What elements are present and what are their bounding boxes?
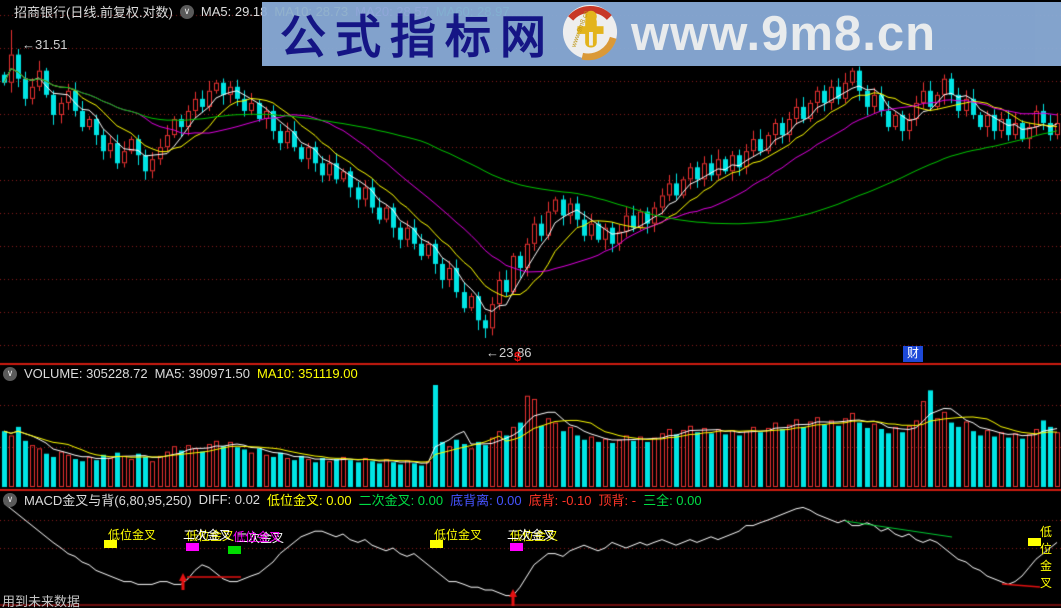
macd-signal-label: 低位金叉 — [108, 528, 157, 542]
low-price-label: ←23.86 — [486, 345, 532, 360]
macd-signal-square — [104, 540, 117, 548]
macd-signal-square — [186, 543, 199, 551]
watermark-banner: 公式指标网 www.9m8.cn www.9m8.cn — [262, 2, 1061, 66]
future-data-warning: 用到未来数据 — [2, 594, 81, 608]
macd-signal-square — [1028, 538, 1041, 546]
volume-ma10-value: MA10: 351119.00 — [256, 366, 358, 381]
macd-second-gold-value: 二次金叉: 0.00 — [358, 493, 444, 508]
macd-signal-label: 低位金叉 — [233, 530, 282, 544]
macd-bottom-back-value: 底背: -0.10 — [528, 493, 592, 508]
macd-bottom-divergence-value: 底背离: 0.00 — [450, 493, 522, 508]
macd-indicator-name: MACD金叉与背(6,80,95,250) — [24, 493, 192, 508]
macd-signal-label-under: 低位金叉 — [510, 529, 559, 543]
macd-low-gold-value: 低位金叉: 0.00 — [267, 493, 352, 508]
watermark-site-url: www.9m8.cn — [631, 7, 937, 61]
macd-signal-square — [510, 543, 523, 551]
macd-signal-label-under: 低位金叉 — [186, 529, 235, 543]
cai-flag-badge[interactable]: 财 — [903, 346, 924, 362]
macd-signal-square — [228, 546, 241, 554]
volume-pane-header: ∨ VOLUME: 305228.72 MA5: 390971.50 MA10:… — [3, 366, 358, 381]
volume-value: VOLUME: 305228.72 — [24, 366, 148, 381]
volume-ma5-value: MA5: 390971.50 — [154, 366, 250, 381]
macd-three-all-value: 三全: 0.00 — [643, 493, 702, 508]
watermark-site-name: 公式指标网 — [280, 11, 555, 63]
macd-signal-label: 低位金叉 — [434, 528, 483, 542]
macd-signal-label: 二次金叉 — [507, 528, 556, 542]
main-ma5-value: MA5: 29.18 — [200, 4, 268, 19]
macd-signal-square — [430, 540, 443, 548]
macd-top-back-value: 顶背: - — [598, 493, 637, 508]
macd-signal-label: 低位金叉 — [1040, 525, 1053, 590]
high-price-label: ←31.51 — [22, 37, 68, 52]
low-price-mark: $ — [514, 349, 522, 364]
macd-signal-label: 二次金叉 — [183, 528, 232, 542]
macd-diff-value: DIFF: 0.02 — [198, 492, 261, 507]
macd-pane-header: ∨ MACD金叉与背(6,80,95,250) DIFF: 0.02 低位金叉:… — [3, 490, 702, 509]
stock-title: 招商银行(日线.前复权.对数) — [14, 5, 173, 20]
collapse-main-icon[interactable]: ∨ — [179, 4, 194, 19]
collapse-macd-icon[interactable]: ∨ — [3, 492, 17, 507]
collapse-volume-icon[interactable]: ∨ — [3, 366, 17, 381]
watermark-logo-icon: www.9m8.cn — [561, 3, 619, 66]
macd-signal-label-under: 二次金叉 — [236, 531, 285, 545]
